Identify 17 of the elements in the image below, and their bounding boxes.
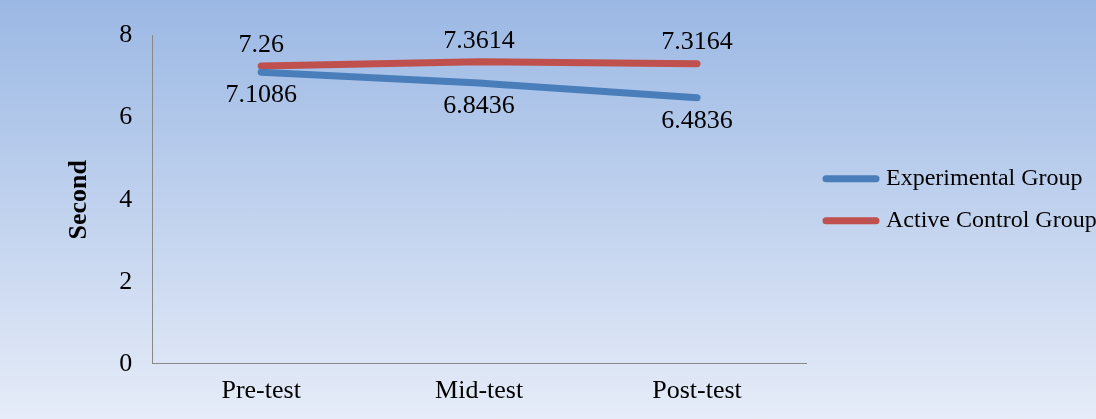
data-label: 7.3614 [443, 24, 515, 54]
legend-label: Active Control Group [886, 206, 1096, 232]
data-label: 7.1086 [225, 79, 297, 108]
y-tick-label: 6 [119, 101, 133, 131]
legend-label: Experimental Group [886, 164, 1083, 190]
y-tick-label: 8 [119, 19, 133, 49]
y-tick-label: 2 [119, 265, 133, 295]
data-label: 7.3164 [661, 26, 733, 56]
x-tick-label: Pre-test [221, 375, 302, 405]
y-tick-label: 4 [119, 183, 133, 213]
y-axis-title: Second [63, 159, 93, 240]
data-label: 6.8436 [443, 89, 515, 119]
x-tick-label: Post-test [652, 375, 743, 405]
data-label: 7.26 [238, 28, 284, 58]
y-tick-label: 0 [119, 347, 133, 377]
data-label: 6.4836 [661, 104, 733, 134]
x-tick-label: Mid-test [435, 375, 524, 405]
